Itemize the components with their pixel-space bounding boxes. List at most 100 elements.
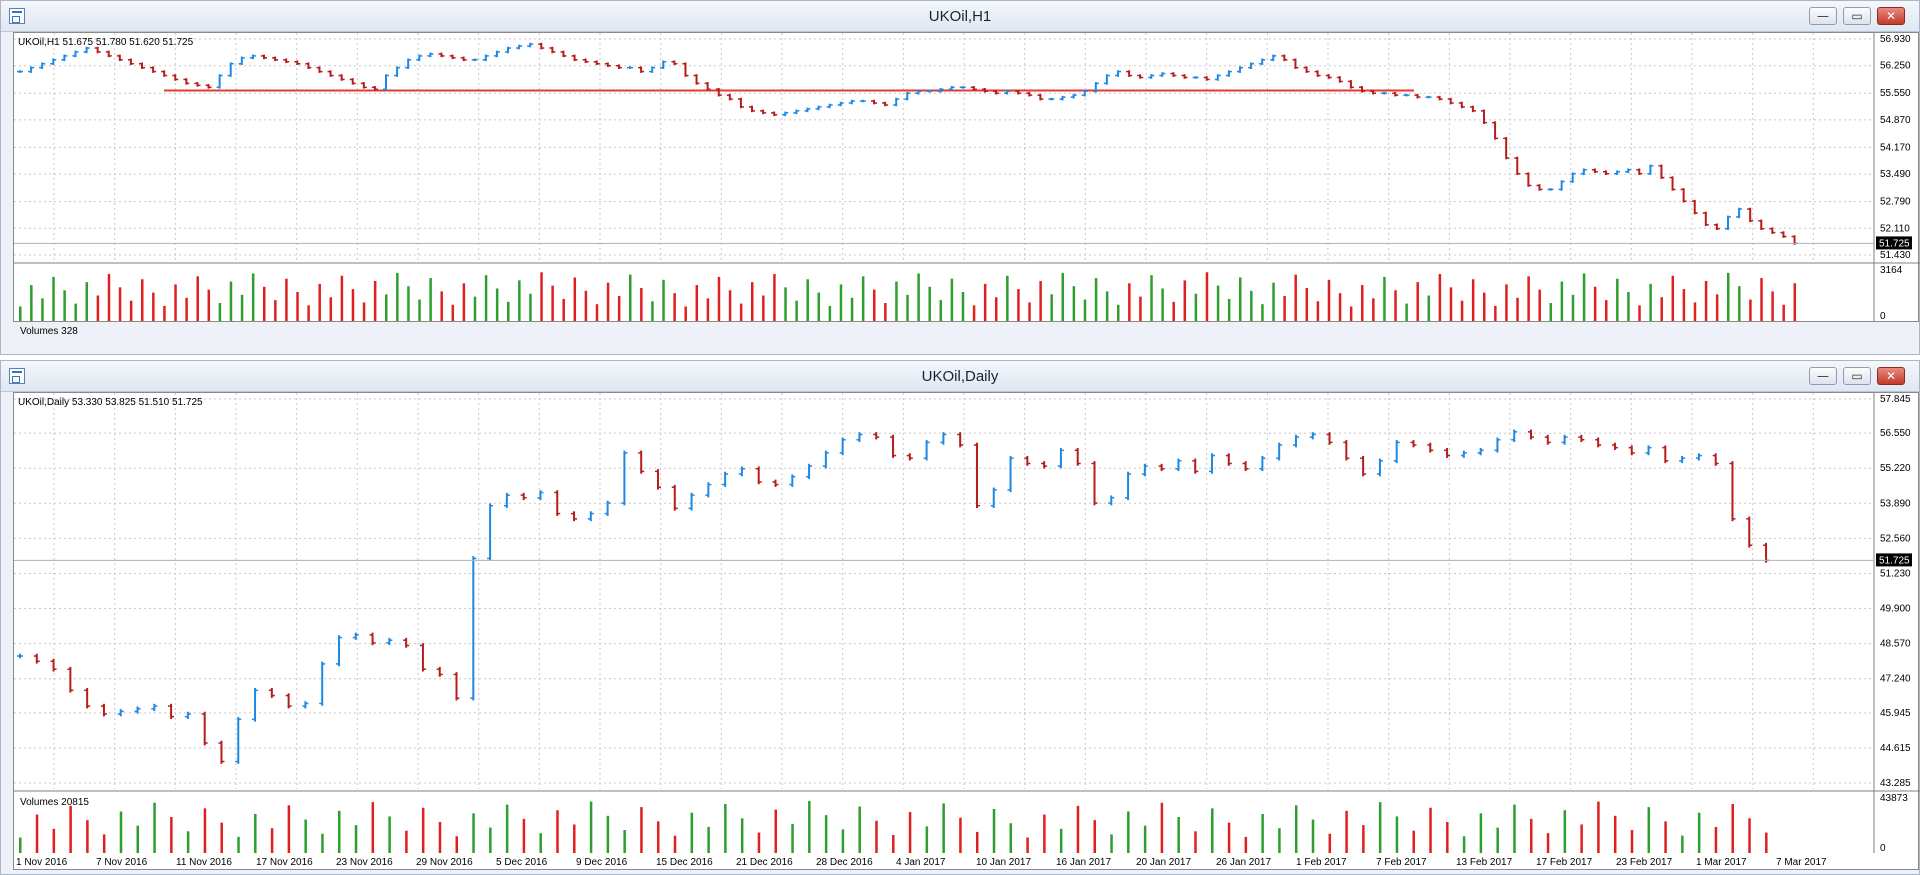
volume-bar	[1412, 830, 1415, 853]
volume-bar	[421, 807, 425, 853]
date-tick-label: 28 Dec 2016	[816, 857, 873, 868]
volume-bar	[861, 276, 865, 321]
volume-bar	[950, 278, 954, 321]
price-tick-label: 54.870	[1880, 115, 1911, 126]
volume-bar	[362, 302, 366, 321]
volume-bar	[1671, 275, 1675, 321]
volume-bar	[808, 800, 811, 853]
volume-bar	[1117, 304, 1120, 321]
volume-bar	[1239, 277, 1242, 321]
chart-window-icon[interactable]	[9, 368, 25, 384]
close-button[interactable]: ✕	[1877, 7, 1905, 25]
volume-bar	[1627, 292, 1630, 321]
volume-bar	[1405, 303, 1408, 321]
volume-bar	[385, 294, 388, 321]
volume-bar	[129, 300, 133, 321]
volume-bar	[1449, 287, 1453, 321]
volume-bar	[86, 820, 89, 853]
volume-bar	[1571, 294, 1575, 321]
date-tick-label: 4 Jan 2017	[896, 857, 946, 868]
volume-bar	[1127, 811, 1130, 853]
volume-bar	[784, 287, 787, 321]
volume-bar	[52, 276, 55, 321]
date-tick-label: 29 Nov 2016	[416, 857, 473, 868]
volume-bar	[757, 832, 761, 853]
volume-bar	[1160, 802, 1164, 853]
volume-bar	[1072, 286, 1076, 321]
date-tick-label: 1 Feb 2017	[1296, 857, 1347, 868]
volume-bar	[1429, 807, 1432, 853]
price-tick-label: 56.930	[1880, 34, 1911, 45]
volume-bar	[662, 279, 665, 321]
volume-bar	[774, 809, 778, 853]
volume-bar	[1110, 834, 1113, 853]
price-chart-daily-svg[interactable]: 57.845 56.550 55.220 53.890 52.560 51.230 49.9…	[14, 393, 1920, 869]
volume-bar	[623, 830, 626, 853]
date-tick-label: 16 Jan 2017	[1056, 857, 1111, 868]
restore-button[interactable]: ▭	[1843, 367, 1871, 385]
volume-bar	[1361, 285, 1364, 321]
date-tick-label: 11 Nov 2016	[176, 857, 232, 868]
volume-bar	[285, 278, 288, 321]
volume-bar	[354, 825, 358, 853]
price-tick-label: 44.615	[1880, 743, 1911, 754]
volume-bar	[551, 285, 554, 321]
volume-bar	[1538, 289, 1541, 321]
volume-bar	[1765, 832, 1768, 853]
date-tick-label: 1 Nov 2016	[16, 857, 68, 868]
chart-window-icon[interactable]	[9, 8, 25, 24]
restore-button[interactable]: ▭	[1843, 7, 1871, 25]
volume-bar	[19, 837, 22, 853]
volume-bar	[1394, 290, 1397, 321]
volume-bar	[983, 283, 987, 321]
volume-bar	[1059, 828, 1063, 853]
date-tick-label: 13 Feb 2017	[1456, 857, 1513, 868]
volume-bar	[959, 817, 962, 853]
volume-bar	[1471, 279, 1475, 321]
volume-bar	[773, 274, 776, 321]
volume-bar	[908, 812, 912, 853]
volume-bar	[740, 818, 744, 853]
title-bar[interactable]: UKOil,Daily — ▭ ✕	[1, 361, 1919, 392]
minimize-button[interactable]: —	[1809, 7, 1837, 25]
volume-bar	[695, 285, 699, 321]
volume-bar	[407, 286, 410, 321]
volume-bar	[1383, 276, 1386, 321]
volume-bar	[556, 810, 559, 853]
volume-bar	[186, 831, 190, 853]
volume-bar	[1316, 301, 1320, 321]
current-price-label: 51.725	[1879, 555, 1910, 566]
volume-bar	[1043, 814, 1046, 853]
chart-symbol-label: UKOil,Daily 53.330 53.825 51.510 51.725	[18, 397, 203, 408]
close-button[interactable]: ✕	[1877, 367, 1905, 385]
chart-window-daily[interactable]: UKOil,Daily — ▭ ✕ 57.845 56.550 55.220 53.8…	[0, 360, 1920, 875]
price-tick-label: 52.790	[1880, 197, 1911, 208]
volume-bar	[371, 802, 375, 853]
date-tick-label: 5 Dec 2016	[496, 857, 548, 868]
volume-bar	[229, 281, 233, 321]
volume-bar	[1050, 294, 1053, 321]
volume-bar	[1172, 301, 1175, 321]
volume-bar	[1345, 810, 1348, 853]
price-chart-daily[interactable]: 57.845 56.550 55.220 53.890 52.560 51.230 49.9…	[13, 392, 1920, 870]
volume-bar	[495, 288, 499, 321]
price-chart-h1-svg[interactable]: 56.930 56.250 55.550 54.870 54.170 53.490 52.7…	[14, 33, 1920, 321]
volume-bar	[1704, 280, 1708, 321]
volume-bar	[251, 273, 255, 321]
volume-bar	[1227, 822, 1231, 853]
volume-bar	[1462, 836, 1466, 853]
volume-bar	[1664, 821, 1667, 853]
volume-bar	[707, 826, 710, 853]
volume-tick-label: 0	[1880, 311, 1886, 321]
date-tick-label: 23 Feb 2017	[1616, 857, 1673, 868]
volume-bar	[351, 289, 355, 321]
volume-bar	[505, 804, 509, 853]
chart-window-h1[interactable]: UKOil,H1 — ▭ ✕ 56.930 56.250 55.550 54.870 5…	[0, 0, 1920, 355]
volume-bar	[1516, 297, 1519, 321]
minimize-button[interactable]: —	[1809, 367, 1837, 385]
title-bar[interactable]: UKOil,H1 — ▭ ✕	[1, 1, 1919, 32]
price-tick-label: 56.550	[1880, 428, 1911, 439]
volume-bar	[824, 815, 828, 853]
current-price-badge	[1876, 236, 1912, 250]
price-chart-h1[interactable]: 56.930 56.250 55.550 54.870 54.170 53.490 52.7…	[13, 32, 1920, 337]
